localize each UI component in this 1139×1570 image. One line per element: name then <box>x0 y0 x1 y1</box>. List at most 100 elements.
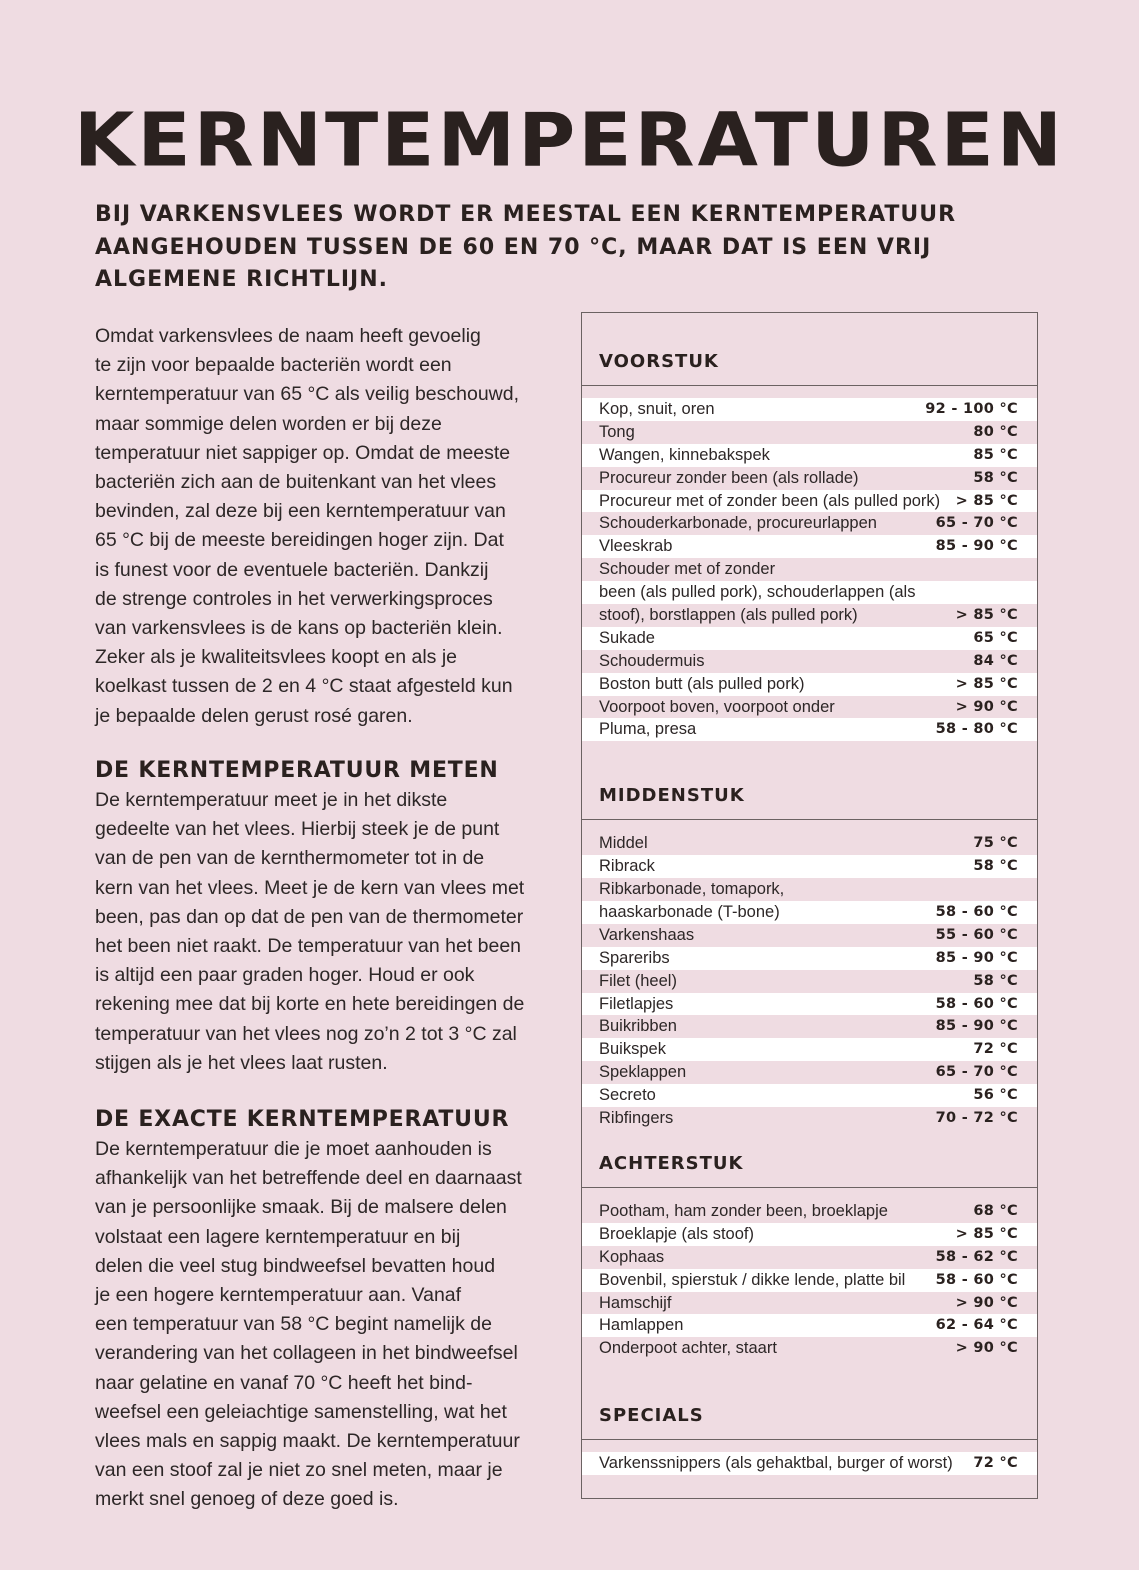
core-temperature: 72 °C <box>973 1041 1018 1058</box>
core-temperature: > 85 °C <box>955 492 1018 509</box>
table-row: Voorpoot boven, voorpoot onder > 90 °C <box>582 695 1037 719</box>
table-row: Hamschijf > 90 °C <box>582 1291 1037 1315</box>
cut-name: Tong <box>599 422 635 441</box>
table-row: Varkenshaas 55 - 60 °C <box>582 923 1037 947</box>
table-row: Schouder met of zonder <box>582 558 1037 582</box>
cut-name: Kophaas <box>599 1247 665 1266</box>
cut-name: Ribkarbonade, tomapork, <box>599 880 785 899</box>
cut-name: Spareribs <box>599 948 670 967</box>
cut-name: Schouder met of zonder <box>599 560 776 579</box>
cut-name: Onderpoot achter, staart <box>599 1339 777 1358</box>
cut-name: Broeklapje (als stoof) <box>599 1224 754 1243</box>
core-temperature: 58 - 60 °C <box>935 995 1018 1012</box>
cut-name: Schouderkarbonade, procureurlappen <box>599 514 877 533</box>
cut-name: Vleeskrab <box>599 537 673 556</box>
core-temperature: 58 - 62 °C <box>935 1248 1018 1265</box>
core-temperature: 65 - 70 °C <box>935 515 1018 532</box>
core-temperature: > 90 °C <box>955 1340 1018 1357</box>
section-title: Voorstuk <box>582 347 1037 386</box>
cut-name: Hamlappen <box>599 1316 684 1335</box>
intro-text: Bij varkensvlees wordt er meestal een ke… <box>95 202 957 292</box>
table-row: been (als pulled pork), schouderlappen (… <box>582 581 1037 605</box>
table-row: Kop, snuit, oren 92 - 100 °C <box>582 398 1037 421</box>
core-temperature: 56 °C <box>973 1087 1018 1104</box>
cut-name: Secreto <box>599 1086 656 1105</box>
core-temperature: 80 °C <box>973 423 1018 440</box>
core-temperature: 84 °C <box>973 652 1018 669</box>
table-section-middenstuk: Middenstuk Middel 75 °C Ribrack 58 °C Ribkarb… <box>582 781 1037 1130</box>
cut-name: Procureur zonder been (als rollade) <box>599 468 859 487</box>
section-heading: De kerntemperatuur meten <box>95 758 499 783</box>
core-temperature: > 85 °C <box>955 675 1018 692</box>
table-row: Secreto 56 °C <box>582 1084 1037 1108</box>
cut-name: Pootham, ham zonder been, broeklapje <box>599 1201 888 1220</box>
cut-name: Pluma, presa <box>599 720 697 739</box>
table-row: Kophaas 58 - 62 °C <box>582 1245 1037 1269</box>
core-temperature: 68 °C <box>973 1202 1018 1219</box>
section-title: Specials <box>582 1401 1037 1441</box>
table-row: Wangen, kinnebakspek 85 °C <box>582 443 1037 467</box>
core-temperature: 58 °C <box>973 858 1018 875</box>
table-row: Ribfingers 70 - 72 °C <box>582 1107 1037 1130</box>
section-measuring: De kerntemperatuur meten De kerntemperat… <box>95 756 575 1078</box>
cut-name: Bovenbil, spierstuk / dikke lende, platt… <box>599 1270 906 1289</box>
table-row: haaskarbonade (T-bone) 58 - 60 °C <box>582 901 1037 924</box>
intro-paragraph-block: Omdat varkensvlees de naam heeft gevoeli… <box>95 322 575 731</box>
cut-name: Speklappen <box>599 1063 687 1082</box>
core-temperature: 58 - 60 °C <box>935 904 1018 921</box>
table-row: Speklappen 65 - 70 °C <box>582 1061 1037 1085</box>
table-section-voorstuk: Voorstuk Kop, snuit, oren 92 - 100 °C Tong 8… <box>582 347 1037 742</box>
table-row: Schoudermuis 84 °C <box>582 649 1037 673</box>
core-temperature: 58 °C <box>973 469 1018 486</box>
table-row: Hamlappen 62 - 64 °C <box>582 1314 1037 1338</box>
page-title: KERNTEMPERATUREN <box>73 98 1066 184</box>
cut-name: Ribrack <box>599 857 655 876</box>
cut-name: Filetlapjes <box>599 994 674 1013</box>
table-section-specials: Specials Varkenssnippers (als gehaktbal, … <box>582 1401 1037 1476</box>
cut-name: Varkenshaas <box>599 925 695 944</box>
temperature-table: Voorstuk Kop, snuit, oren 92 - 100 °C Tong 8… <box>581 312 1038 1499</box>
table-row: Buikspek 72 °C <box>582 1038 1037 1062</box>
cut-name: Buikspek <box>599 1040 666 1059</box>
table-row: Ribrack 58 °C <box>582 855 1037 879</box>
core-temperature: 72 °C <box>973 1455 1018 1472</box>
cut-name: Ribfingers <box>599 1109 674 1128</box>
cut-name: stoof), borstlappen (als pulled pork) <box>599 606 858 625</box>
cut-name: Middel <box>599 834 648 853</box>
cut-name: haaskarbonade (T-bone) <box>599 903 780 922</box>
cut-name: Sukade <box>599 628 655 647</box>
core-temperature: > 85 °C <box>955 1225 1018 1242</box>
table-row: Onderpoot achter, staart > 90 °C <box>582 1337 1037 1361</box>
core-temperature: 65 °C <box>973 629 1018 646</box>
cut-name: Filet (heel) <box>599 971 677 990</box>
core-temperature: > 85 °C <box>955 607 1018 624</box>
cut-name: Hamschijf <box>599 1293 672 1312</box>
cut-name: Kop, snuit, oren <box>599 400 715 418</box>
core-temperature: > 90 °C <box>955 1294 1018 1311</box>
table-row: Varkenssnippers (als gehaktbal, burger o… <box>582 1452 1037 1476</box>
core-temperature: > 90 °C <box>955 698 1018 715</box>
table-row: stoof), borstlappen (als pulled pork) > 8… <box>582 604 1037 627</box>
section-title: Achterstuk <box>582 1149 1037 1188</box>
core-temperature: 70 - 72 °C <box>935 1110 1018 1127</box>
core-temperature: 55 - 60 °C <box>935 926 1018 943</box>
cut-name: Boston butt (als pulled pork) <box>599 674 805 693</box>
table-section-achterstuk: Achterstuk Pootham, ham zonder been, broe… <box>582 1149 1037 1361</box>
cut-name: Wangen, kinnebakspek <box>599 445 770 464</box>
core-temperature: 85 °C <box>973 446 1018 463</box>
cut-name: Buikribben <box>599 1017 677 1036</box>
table-row: Procureur zonder been (als rollade) 58 °C <box>582 466 1037 490</box>
table-row: Broeklapje (als stoof) > 85 °C <box>582 1222 1037 1246</box>
section-heading: De exacte kerntemperatuur <box>95 1107 510 1132</box>
table-row: Spareribs 85 - 90 °C <box>582 946 1037 970</box>
section-exact: De exacte kerntemperatuur De kerntempera… <box>95 1105 575 1515</box>
core-temperature: 65 - 70 °C <box>935 1064 1018 1081</box>
table-row: Filetlapjes 58 - 60 °C <box>582 992 1037 1016</box>
table-row: Bovenbil, spierstuk / dikke lende, platt… <box>582 1268 1037 1292</box>
table-row: Pluma, presa 58 - 80 °C <box>582 718 1037 742</box>
cut-name: Schoudermuis <box>599 651 705 670</box>
table-row: Buikribben 85 - 90 °C <box>582 1015 1037 1039</box>
table-row: Filet (heel) 58 °C <box>582 969 1037 993</box>
core-temperature: 58 °C <box>973 972 1018 989</box>
paragraph: Omdat varkensvlees de naam heeft gevoeli… <box>95 325 520 727</box>
